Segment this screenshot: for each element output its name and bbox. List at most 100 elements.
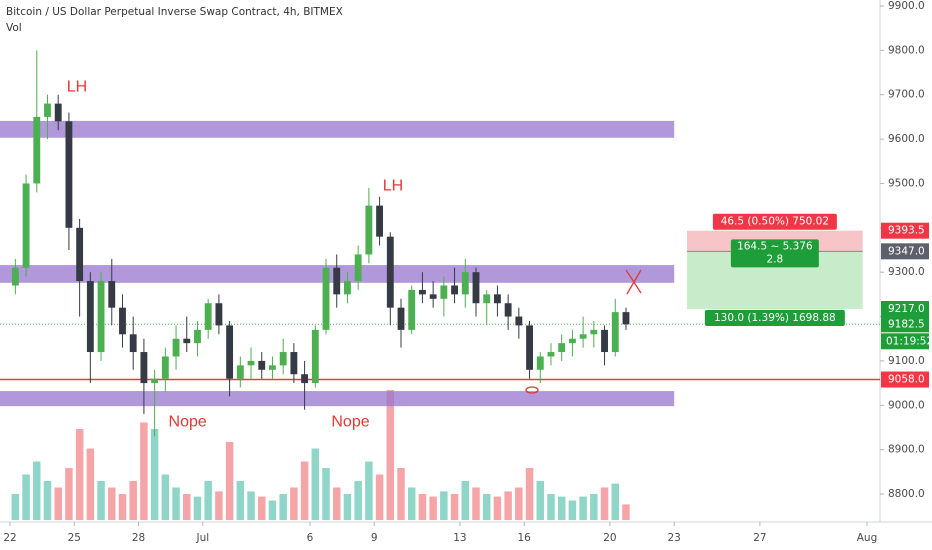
candle-body (504, 303, 512, 317)
volume-bar (547, 494, 555, 520)
candle-body (611, 312, 619, 353)
support-price-bg (881, 371, 929, 388)
countdown-bg (881, 333, 929, 350)
candle-body (472, 272, 480, 304)
candle-body (601, 329, 608, 353)
volume-bar (140, 422, 148, 520)
candle-body (11, 267, 19, 286)
volume-bar (322, 468, 330, 520)
volume-bar (268, 500, 277, 520)
volume-bar (568, 500, 577, 520)
volume-bar (118, 494, 127, 520)
volume-bar (332, 487, 341, 520)
candle-body (344, 281, 351, 295)
volume-bar (279, 494, 287, 520)
x-tick-label: 20 (603, 532, 616, 544)
volume-bar (482, 494, 491, 520)
candle-body (129, 334, 137, 353)
candle-body (140, 352, 148, 384)
volume-bar (129, 481, 137, 520)
volume-bar (11, 494, 20, 520)
volume-bar (504, 491, 512, 520)
volume-bar (215, 491, 223, 520)
x-tick-label: 25 (68, 532, 81, 544)
candle-body (65, 121, 73, 228)
volume-bar (290, 487, 298, 520)
volume-bar (183, 494, 191, 520)
volume-bar (311, 448, 320, 520)
candle-body (354, 254, 362, 282)
x-tick-label: 27 (753, 532, 766, 544)
target-price: 9217.0 (888, 303, 925, 315)
candle-body (493, 294, 501, 304)
candle-body (247, 360, 255, 366)
countdown: 01:19:52 (886, 335, 932, 347)
volume-bar (225, 442, 234, 520)
volume-bar (161, 474, 170, 520)
volume-bar (193, 496, 202, 520)
x-tick-label: 28 (132, 532, 145, 544)
candle-body (440, 285, 448, 299)
y-tick-label: 9900.0 (888, 0, 925, 12)
x-mark (625, 269, 642, 294)
x-tick-label: 23 (667, 532, 680, 544)
y-tick-label: 9800.0 (888, 44, 925, 56)
candle-body (76, 227, 84, 282)
candle-body (204, 303, 212, 330)
volume-bar (257, 496, 266, 520)
candle-body (461, 272, 469, 295)
candle-body (183, 338, 191, 344)
stop-text: 46.5 (0.50%) 750.02 (721, 216, 829, 228)
candle-body (161, 356, 169, 379)
last-price: 9182.5 (888, 318, 925, 330)
annotation: LH (383, 177, 403, 194)
volume-bar (247, 491, 255, 520)
volume-bar (43, 481, 52, 520)
candle-body (333, 267, 341, 295)
candle-body (44, 103, 51, 117)
candle-body (365, 205, 373, 255)
target-price-bg (881, 301, 929, 318)
ratio-text: 164.5 ~ 5.376 (737, 240, 813, 252)
entry-price: 9347.0 (888, 245, 925, 257)
candle-body (54, 103, 62, 122)
x-tick-label: 22 (3, 532, 16, 544)
volume-bar (300, 461, 309, 520)
y-tick-label: 9700.0 (888, 89, 925, 101)
entry-price-bg (881, 243, 929, 260)
x-tick-label: 6 (307, 532, 314, 544)
candle-body (397, 307, 405, 330)
volume-bar (429, 496, 437, 520)
x-tick-label: 13 (453, 532, 466, 544)
volume-bar (236, 481, 245, 520)
volume-bar (375, 474, 384, 520)
volume-bar (536, 481, 545, 520)
candle-body (376, 205, 384, 237)
x-tick-label: 9 (371, 532, 378, 544)
volume-bar (557, 496, 566, 520)
candle-body (226, 325, 234, 379)
volume-bar (65, 468, 73, 520)
highlight-oval (525, 386, 539, 394)
chart-title: Bitcoin / US Dollar Perpetual Inverse Sw… (6, 6, 343, 18)
x-tick-label: Aug (857, 532, 878, 544)
y-tick-label: 9100.0 (888, 355, 925, 367)
volume-bar (418, 494, 427, 520)
candle-body (290, 352, 298, 375)
candle-body (547, 352, 555, 357)
candle-body (515, 316, 523, 326)
volume-bar (579, 496, 587, 520)
x-mark (626, 269, 642, 295)
ratio2-text: 2.8 (767, 253, 784, 265)
candle-body (311, 329, 319, 384)
candle-body (258, 360, 266, 370)
candle-body (408, 289, 416, 330)
candle-body (22, 183, 30, 268)
volume-bar (525, 468, 534, 520)
target-badge (704, 310, 845, 327)
annotation: Nope (331, 413, 369, 430)
candle-body (108, 281, 116, 308)
y-tick-label: 9300.0 (888, 266, 925, 278)
candle-body (568, 338, 576, 344)
